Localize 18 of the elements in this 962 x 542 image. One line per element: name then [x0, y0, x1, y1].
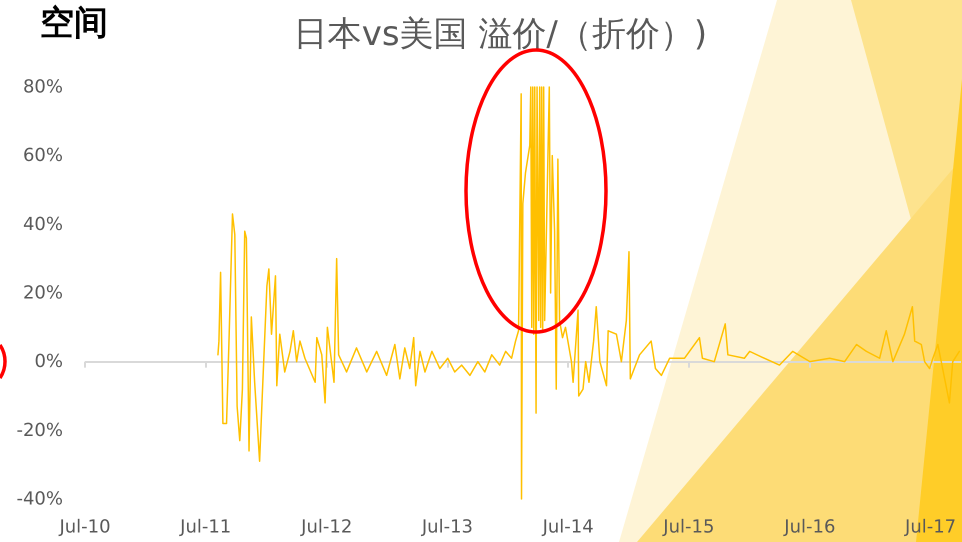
chart-title: 日本vs美国 溢价/（折价）) — [294, 14, 708, 54]
text: 空间 — [40, 2, 108, 45]
y-tick-label: 20% — [22, 282, 63, 304]
y-tick-label: -40% — [16, 488, 63, 510]
line-series — [217, 86, 960, 500]
x-tick-label: Jul-14 — [542, 516, 594, 538]
x-tick-label: Jul-17 — [904, 516, 956, 538]
x-tick-label: Jul-16 — [783, 516, 836, 538]
y-tick-label: -20% — [16, 420, 63, 441]
y-tick-label: 40% — [22, 214, 63, 235]
y-tick-label: 80% — [22, 76, 63, 98]
x-tick-label: Jul-10 — [58, 516, 111, 538]
x-tick-label: Jul-11 — [179, 516, 232, 538]
x-tick-label: Jul-13 — [420, 516, 473, 538]
x-tick-label: Jul-12 — [300, 516, 352, 538]
y-tick-label: 60% — [22, 145, 63, 166]
x-tick-label: Jul-15 — [662, 516, 714, 538]
y-tick-label: 0% — [34, 351, 63, 372]
